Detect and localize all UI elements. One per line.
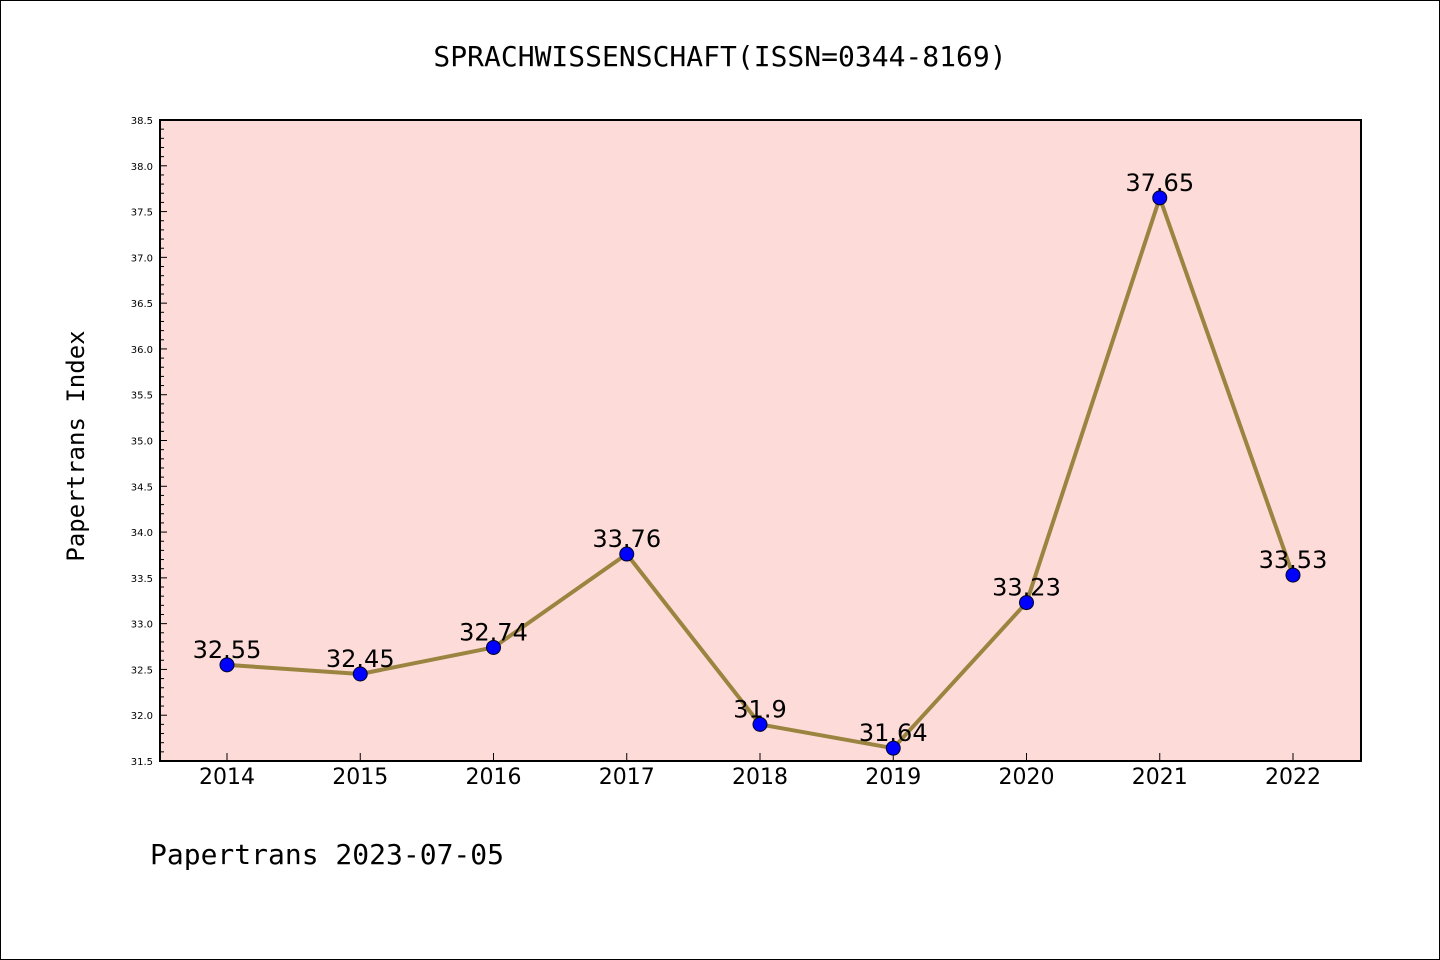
data-point xyxy=(486,639,501,655)
y-tick-label: 34.5 xyxy=(131,482,153,493)
x-tick-label: 2017 xyxy=(599,765,655,790)
x-tick-label: 2015 xyxy=(332,765,388,790)
y-tick-label: 36.0 xyxy=(131,345,153,356)
x-tick-label: 2019 xyxy=(865,765,921,790)
data-label: 37.65 xyxy=(1125,169,1194,197)
data-point xyxy=(219,657,235,673)
y-tick-label: 33.5 xyxy=(131,574,153,585)
x-axis-ticks: 2014 2015 2016 2017 2018 2019 2020 2021 2022 xyxy=(199,753,1321,790)
data-point xyxy=(1285,567,1301,583)
y-tick-label: 32.0 xyxy=(131,711,153,722)
y-tick-label: 35.5 xyxy=(131,391,153,402)
data-point xyxy=(1152,190,1168,206)
data-point xyxy=(619,546,635,562)
data-point xyxy=(885,740,901,756)
data-label: 32.74 xyxy=(459,618,528,646)
plot-area xyxy=(160,120,1361,761)
data-point xyxy=(352,666,368,682)
y-tick-label: 36.5 xyxy=(131,299,153,310)
data-label: 31.64 xyxy=(859,719,928,747)
y-axis-ticks: 31.5 32.0 32.5 33.0 33.5 34.0 34.5 35.0 35.5 36.0… xyxy=(131,116,167,768)
y-tick-label: 35.0 xyxy=(131,437,153,448)
plot-border xyxy=(159,119,1362,762)
x-tick-label: 2018 xyxy=(732,765,788,790)
y-tick-label: 38.5 xyxy=(131,116,153,127)
y-tick-label: 31.5 xyxy=(131,757,153,768)
y-tick-label: 34.0 xyxy=(131,528,153,539)
y-tick-label: 37.5 xyxy=(131,208,153,219)
data-point xyxy=(752,716,768,732)
data-label: 32.45 xyxy=(326,645,395,673)
footer-note: Papertrans 2023-07-05 xyxy=(150,838,504,871)
data-label: 32.55 xyxy=(193,636,262,664)
x-tick-label: 2020 xyxy=(999,765,1055,790)
y-axis-label: Papertrans Index xyxy=(62,330,90,561)
data-labels: 32.55 32.45 32.74 33.76 31.9 31.64 33.23 37.65 3… xyxy=(193,169,1328,747)
data-label: 33.23 xyxy=(992,574,1061,602)
x-tick-label: 2016 xyxy=(466,765,522,790)
data-point xyxy=(1019,595,1034,611)
y-tick-label: 38.0 xyxy=(131,162,153,173)
data-markers xyxy=(219,190,1301,756)
y-tick-label: 37.0 xyxy=(131,253,153,264)
data-label: 31.9 xyxy=(733,695,786,723)
data-label: 33.53 xyxy=(1259,546,1328,574)
x-tick-label: 2022 xyxy=(1265,765,1321,790)
y-tick-label: 33.0 xyxy=(131,620,153,631)
data-label: 33.76 xyxy=(592,525,661,553)
x-tick-label: 2021 xyxy=(1132,765,1188,790)
x-tick-label: 2014 xyxy=(199,765,255,790)
y-tick-label: 32.5 xyxy=(131,665,153,676)
chart-title: SPRACHWISSENSCHAFT(ISSN=0344-8169) xyxy=(433,40,1006,73)
